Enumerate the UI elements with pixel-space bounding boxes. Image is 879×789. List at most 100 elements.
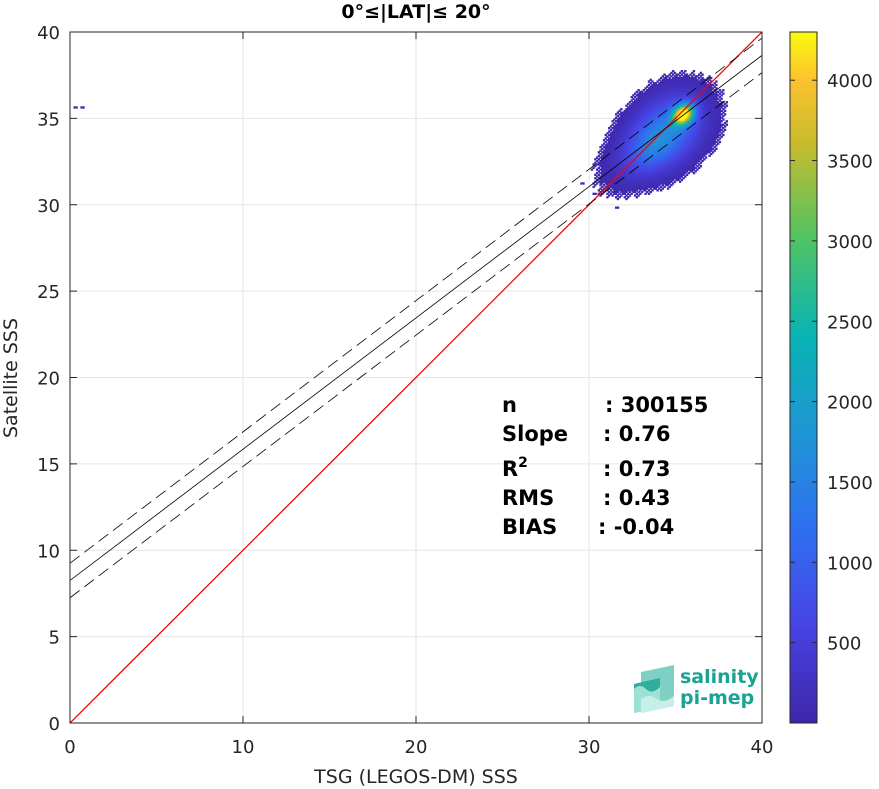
heatmap-cell bbox=[691, 139, 694, 142]
heatmap-cell bbox=[628, 177, 632, 180]
heatmap-cell bbox=[609, 180, 613, 183]
heatmap-cell bbox=[639, 99, 642, 102]
heatmap-cell bbox=[640, 146, 644, 149]
heatmap-cell bbox=[666, 132, 670, 135]
heatmap-cell bbox=[663, 137, 666, 140]
heatmap-cell bbox=[608, 178, 611, 182]
heatmap-cell bbox=[706, 95, 709, 99]
heatmap-cell bbox=[642, 142, 645, 145]
heatmap-cell bbox=[613, 139, 616, 142]
heatmap-cell bbox=[699, 89, 703, 92]
heatmap-cell bbox=[663, 85, 666, 88]
heatmap-cell bbox=[637, 182, 640, 185]
heatmap-cell bbox=[668, 132, 671, 135]
heatmap-cell bbox=[706, 123, 709, 126]
heatmap-cell bbox=[697, 142, 701, 145]
heatmap-cell bbox=[672, 125, 675, 128]
heatmap-cell bbox=[646, 132, 649, 135]
heatmap-cell bbox=[678, 135, 682, 138]
heatmap-cell bbox=[710, 130, 713, 133]
heatmap-cell bbox=[713, 109, 716, 113]
heatmap-cell bbox=[625, 142, 628, 145]
heatmap-cell bbox=[658, 109, 661, 113]
heatmap-cell bbox=[614, 149, 618, 152]
heatmap-cell bbox=[699, 133, 703, 137]
heatmap-cell bbox=[684, 80, 687, 83]
heatmap-cell bbox=[628, 180, 632, 183]
heatmap-cell bbox=[647, 125, 651, 128]
heatmap-cell bbox=[628, 116, 632, 119]
heatmap-cell bbox=[677, 83, 680, 87]
heatmap-cell bbox=[602, 154, 606, 157]
heatmap-cell bbox=[623, 154, 626, 157]
heatmap-cell bbox=[665, 118, 668, 121]
heatmap-cell bbox=[668, 82, 671, 85]
heatmap-cell bbox=[609, 146, 613, 149]
heatmap-cell bbox=[653, 185, 656, 189]
heatmap-cell bbox=[653, 171, 656, 175]
heatmap-cell bbox=[658, 89, 661, 92]
heatmap-cell bbox=[625, 178, 628, 182]
heatmap-cell bbox=[632, 108, 635, 111]
heatmap-cell bbox=[661, 118, 664, 121]
heatmap-cell bbox=[659, 154, 663, 157]
y-tick-label: 0 bbox=[49, 714, 60, 735]
heatmap-cell bbox=[710, 121, 713, 125]
heatmap-cell bbox=[673, 140, 677, 144]
heatmap-cell bbox=[682, 142, 685, 145]
heatmap-cell bbox=[621, 120, 625, 123]
heatmap-cell bbox=[708, 140, 711, 144]
heatmap-cell bbox=[620, 189, 623, 192]
heatmap-cell bbox=[609, 128, 613, 132]
heatmap-cell bbox=[677, 159, 680, 163]
heatmap-cell bbox=[658, 128, 661, 132]
heatmap-cell bbox=[661, 95, 664, 99]
heatmap-cell bbox=[649, 147, 652, 151]
heatmap-cell bbox=[713, 104, 716, 107]
heatmap-cell bbox=[633, 135, 637, 138]
heatmap-cell bbox=[639, 95, 642, 99]
heatmap-cell bbox=[616, 165, 620, 168]
heatmap-cell bbox=[668, 80, 671, 83]
heatmap-cell bbox=[692, 104, 696, 107]
heatmap-cell bbox=[663, 94, 666, 97]
heatmap-cell bbox=[651, 146, 654, 149]
heatmap-cell bbox=[703, 108, 706, 111]
heatmap-cell bbox=[635, 171, 639, 175]
heatmap-cell bbox=[668, 144, 671, 147]
heatmap-cell bbox=[682, 104, 685, 107]
heatmap-cell bbox=[684, 106, 687, 109]
heatmap-cell bbox=[659, 101, 663, 104]
heatmap-cell bbox=[689, 104, 692, 107]
heatmap-cell bbox=[687, 161, 690, 164]
heatmap-cell bbox=[696, 92, 699, 95]
heatmap-cell bbox=[661, 101, 664, 104]
heatmap-cell bbox=[639, 116, 642, 119]
heatmap-cell bbox=[670, 168, 673, 171]
heatmap-cell bbox=[708, 142, 711, 145]
heatmap-cell bbox=[644, 104, 647, 107]
heatmap-cell bbox=[706, 114, 709, 118]
heatmap-cell bbox=[630, 184, 633, 187]
heatmap-cell bbox=[710, 104, 713, 107]
heatmap-cell bbox=[697, 130, 701, 133]
heatmap-cell bbox=[616, 135, 620, 138]
heatmap-cell bbox=[627, 166, 630, 170]
heatmap-cell bbox=[658, 120, 661, 123]
heatmap-cell bbox=[658, 121, 661, 125]
heatmap-cell bbox=[597, 189, 600, 192]
heatmap-cell bbox=[692, 76, 696, 80]
heatmap-cell bbox=[639, 106, 642, 109]
heatmap-cell bbox=[701, 97, 704, 100]
heatmap-cell bbox=[696, 109, 699, 113]
heatmap-cell bbox=[654, 102, 658, 106]
heatmap-cell bbox=[682, 94, 685, 97]
heatmap-cell bbox=[647, 189, 651, 192]
heatmap-cell bbox=[678, 120, 682, 123]
heatmap-cell bbox=[677, 133, 680, 137]
heatmap-cell bbox=[644, 114, 647, 118]
heatmap-cell bbox=[666, 102, 670, 106]
heatmap-cell bbox=[651, 147, 654, 151]
heatmap-cell bbox=[717, 106, 720, 109]
heatmap-cell bbox=[663, 154, 666, 157]
